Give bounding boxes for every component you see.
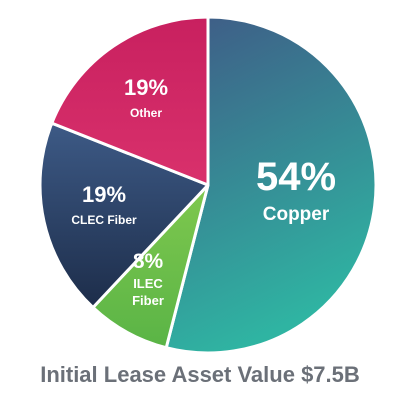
- slice-percent-label-clec-fiber: 19%: [82, 182, 126, 207]
- slice-percent-label-ilec-fiber: 8%: [133, 250, 164, 273]
- slice-name-label-ilec-fiber: ILEC Fiber: [132, 276, 164, 308]
- pie-slices: [38, 15, 378, 355]
- pie-slice-copper: [164, 15, 378, 355]
- slice-name-label-copper: Copper: [263, 204, 330, 225]
- pie-slice-other: [50, 15, 210, 187]
- slice-name-label-clec-fiber: CLEC Fiber: [71, 213, 137, 227]
- chart-caption: Initial Lease Asset Value $7.5B: [40, 362, 360, 387]
- pie-labels: 54% Copper 8% ILEC Fiber 19% CLEC Fiber 19% Othe…: [71, 75, 336, 308]
- slice-percent-label-other: 19%: [124, 75, 168, 100]
- slice-percent-label-copper: 54%: [256, 155, 336, 199]
- slice-name-label-other: Other: [130, 106, 162, 120]
